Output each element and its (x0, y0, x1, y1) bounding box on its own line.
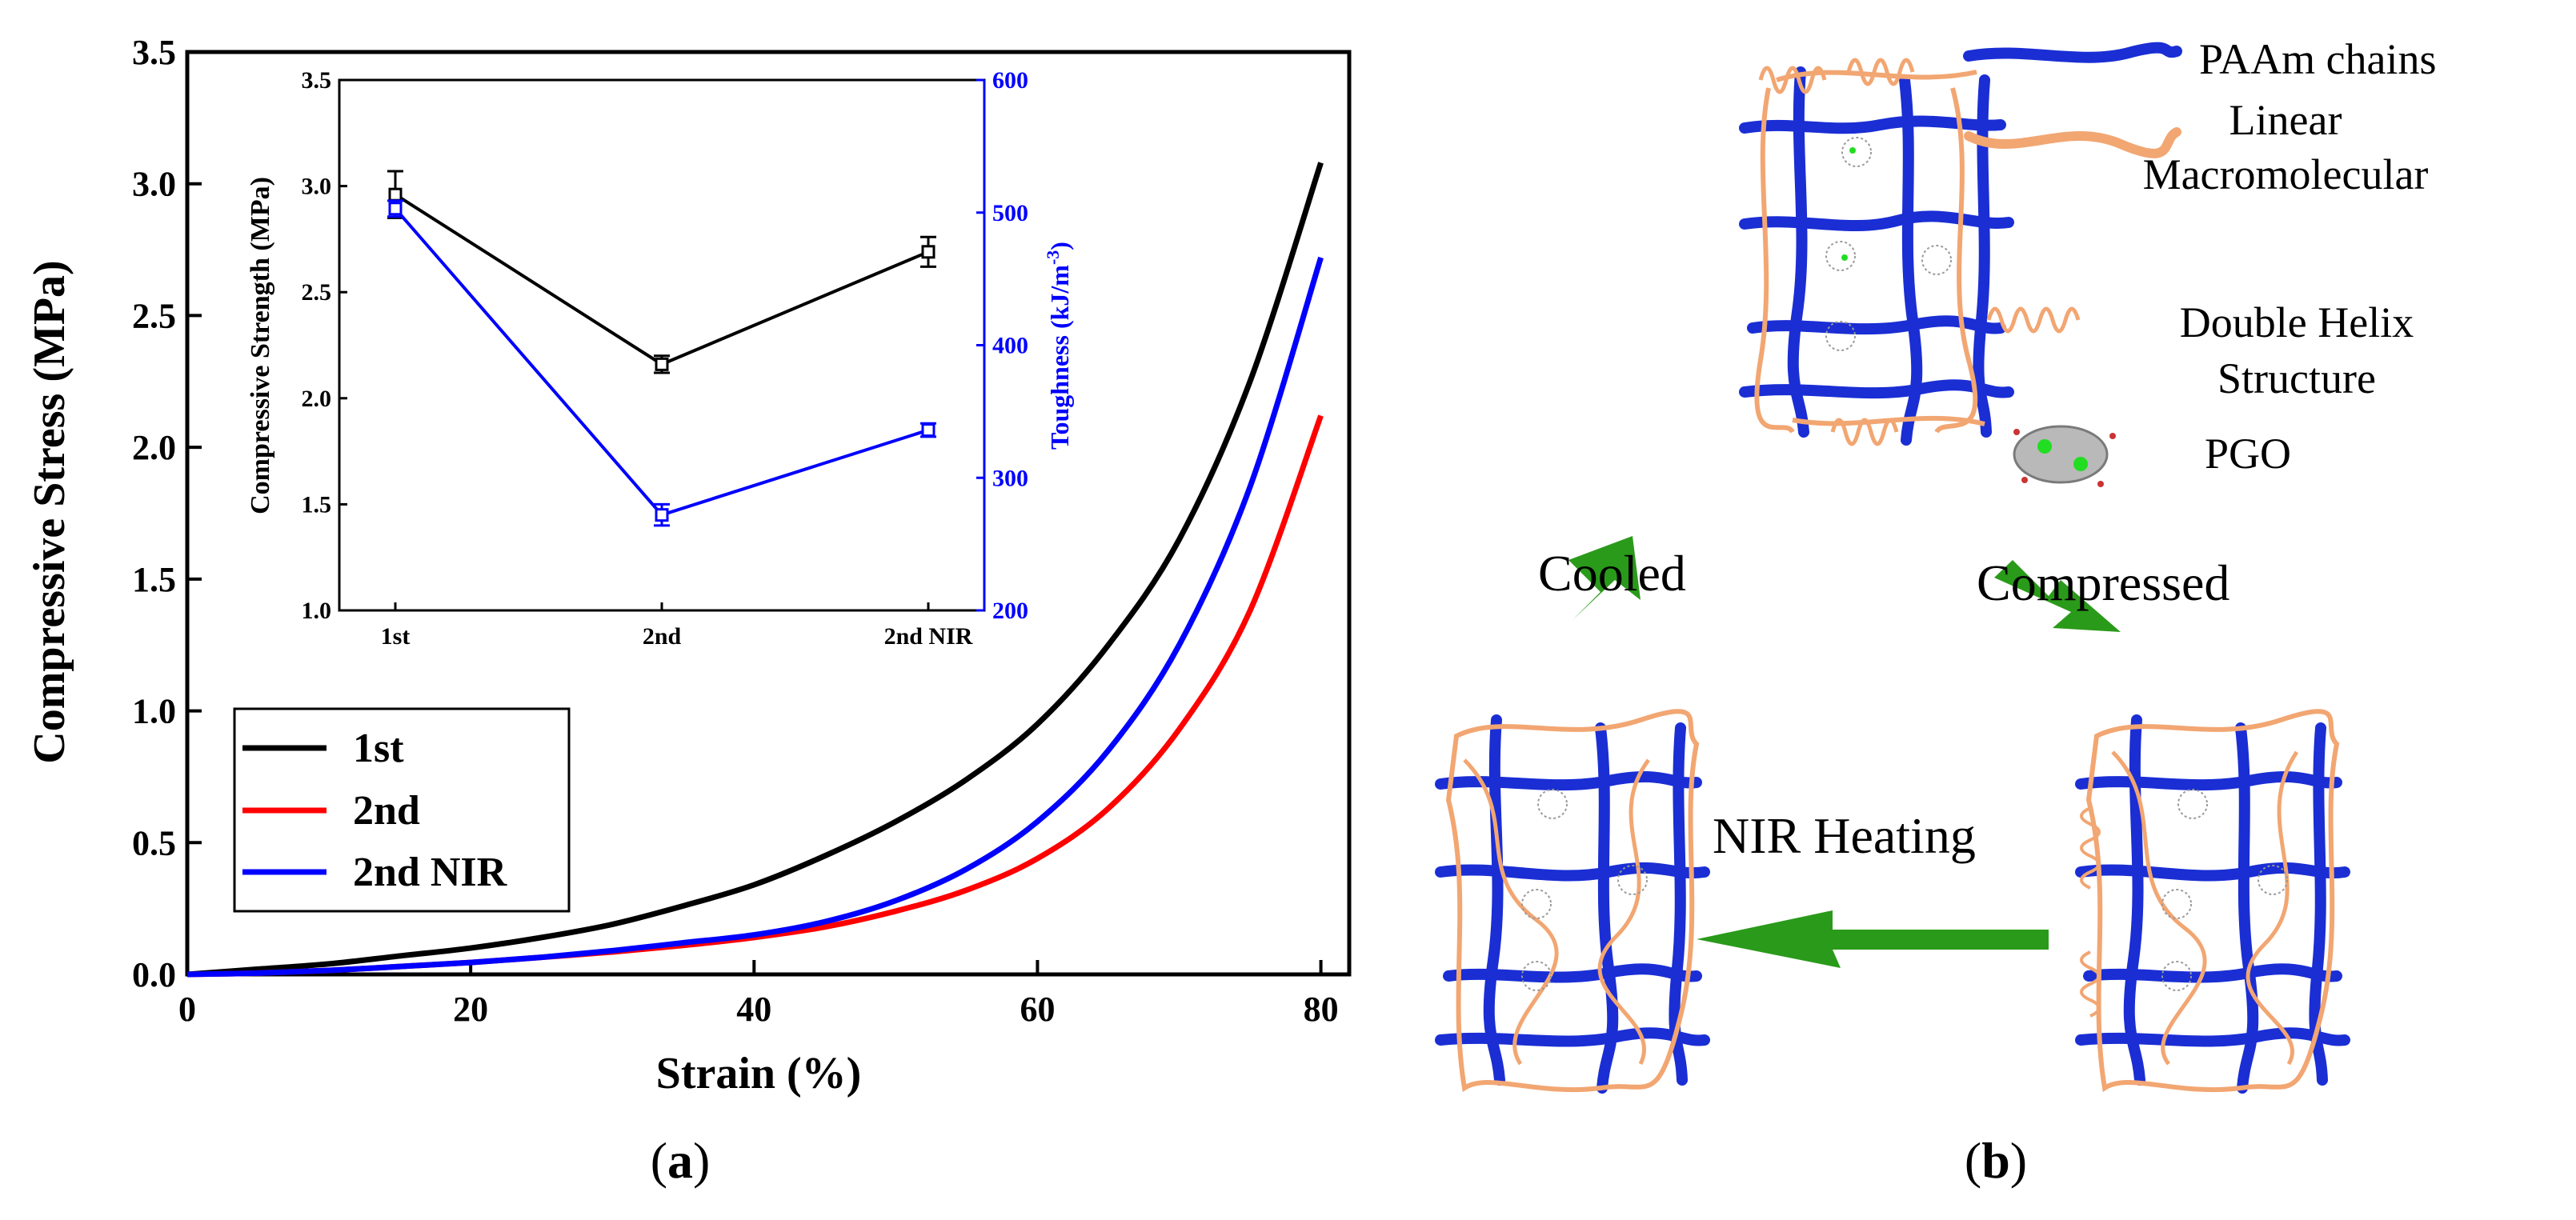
main-plot-frame (185, 50, 1352, 977)
inset-x-tick-label: 1st (381, 623, 411, 650)
label-cooled: Cooled (1538, 545, 1686, 602)
arrow-cooled-icon (1568, 536, 1641, 620)
main-y-tick-label: 2.0 (132, 428, 176, 467)
inset-y2-axis-label: Toughness (kJ/m-3) (1043, 242, 1075, 450)
main-x-tick-label: 40 (736, 990, 771, 1029)
legend-paam-text: PAAm chains (2199, 35, 2437, 83)
main-x-tick-label: 60 (1020, 990, 1055, 1029)
panel-b-schematic: PAAm chains Linear Macromolecular Double… (1435, 35, 2437, 1094)
main-legend: 1st 2nd 2nd NIR (233, 707, 571, 913)
inset-axis-ticks: 1st 2nd 2nd NIR 1.0 1.5 2.0 2.5 3.0 3.5 200 300 400… (302, 67, 1029, 650)
linear-macromolecule (1934, 87, 1978, 434)
main-y-tick-label: 0.5 (132, 823, 176, 862)
main-y-tick-label: 1.5 (132, 560, 176, 599)
inset-y-tick-label: 1.0 (302, 598, 332, 624)
label-compressed: Compressed (1977, 554, 2229, 611)
inset-y2-tick-label: 200 (992, 598, 1028, 624)
inset-point (921, 245, 935, 259)
legend-label-1st: 1st (353, 726, 404, 771)
legend-linear-text-2: Macromolecular (2143, 150, 2429, 198)
inset-x-tick-label: 2nd NIR (884, 623, 973, 650)
double-helix (1758, 66, 1827, 94)
main-y-tick-label: 0.0 (132, 955, 176, 994)
legend-label-2nd: 2nd (353, 788, 420, 834)
double-helix (1846, 58, 1915, 86)
main-axis-ticks: 0 20 40 60 80 0.0 0.5 1.0 1.5 2.0 2.5 3.0 3.5 (132, 33, 1339, 1029)
legend-label-2nd-nir: 2nd NIR (353, 850, 508, 895)
inset-y2-tick-label: 600 (992, 67, 1028, 94)
inset-y2-tick-label: 500 (992, 200, 1028, 226)
double-helix (1830, 418, 1899, 446)
inset-plot-frame (338, 78, 986, 612)
main-y-tick-label: 3.0 (132, 165, 176, 204)
paam-chain-network (1739, 66, 2014, 446)
label-nir-heating: NIR Heating (1713, 807, 1976, 864)
main-y-tick-label: 1.0 (132, 692, 176, 731)
main-x-tick-label: 0 (178, 990, 196, 1029)
main-x-axis-label: Strain (%) (656, 1049, 862, 1098)
legend-helix-text-2: Structure (2217, 354, 2376, 402)
legend-linear-text-1: Linear (2229, 96, 2342, 144)
arrow-compressed: Compressed (1977, 554, 2229, 632)
pgo-cluster (1921, 245, 1952, 275)
curve-2nd-nir (186, 256, 1324, 978)
linear-macromolecule (1776, 70, 1977, 82)
arrow-compressed-icon (1994, 560, 2121, 632)
main-y-tick-label: 3.5 (132, 33, 176, 72)
legend-pgo-swatch (2013, 425, 2116, 487)
inset-series (387, 170, 936, 527)
arrow-nir-heating: NIR Heating (1697, 807, 2049, 968)
legend-pgo-text: PGO (2205, 430, 2291, 478)
panel-a-label: (a) (651, 1132, 711, 1189)
arrow-left-icon (1697, 910, 2049, 968)
panel-b-label: (b) (1965, 1132, 2027, 1189)
legend-helix-text-1: Double Helix (2180, 298, 2414, 346)
schematic-legend: PAAm chains Linear Macromolecular Double… (1963, 35, 2437, 487)
main-curves (186, 162, 1324, 978)
pgo-cluster (1825, 321, 1856, 351)
linear-macromolecule (1754, 87, 1795, 434)
inset-x-tick-label: 2nd (643, 623, 682, 650)
main-x-tick-label: 80 (1304, 990, 1339, 1029)
inset-point (388, 187, 403, 202)
arrow-cooled: Cooled (1538, 536, 1686, 620)
pgo-cluster (1825, 241, 1856, 271)
inset-y-axis-label: Compressive Strength (MPa) (246, 177, 275, 514)
inset-y-tick-label: 1.5 (302, 491, 332, 518)
main-chart: 0 20 40 60 80 0.0 0.5 1.0 1.5 2.0 2.5 3.0 3.5 Strain… (25, 33, 1352, 1098)
legend-linear-swatch (1964, 127, 2181, 158)
hydrogel-network-initial (1739, 58, 2014, 446)
main-x-tick-label: 20 (453, 990, 488, 1029)
inset-point (921, 423, 935, 438)
inset-y-tick-label: 2.0 (302, 386, 332, 412)
hydrogel-network-compressed (2075, 709, 2350, 1094)
main-y-axis-label: Compressive Stress (MPa) (25, 260, 74, 763)
inset-y-tick-label: 2.5 (302, 279, 332, 306)
inset-y2-tick-label: 300 (992, 465, 1028, 491)
inset-y2-tick-label: 400 (992, 333, 1028, 359)
inset-point (388, 202, 403, 216)
legend-helix-swatch (1986, 306, 2081, 334)
pgo-cluster (1841, 137, 1872, 167)
inset-point (655, 508, 669, 522)
curve-1st (186, 162, 1324, 978)
inset-point (655, 357, 669, 371)
inset-y-tick-label: 3.5 (302, 67, 332, 94)
legend-paam-swatch (1963, 42, 2182, 63)
main-y-tick-label: 2.5 (132, 296, 176, 335)
inset-chart: 1st 2nd 2nd NIR 1.0 1.5 2.0 2.5 3.0 3.5 200 300 400… (246, 67, 1074, 650)
hydrogel-network-recovered (1435, 709, 1710, 1094)
inset-y-tick-label: 3.0 (302, 174, 332, 200)
